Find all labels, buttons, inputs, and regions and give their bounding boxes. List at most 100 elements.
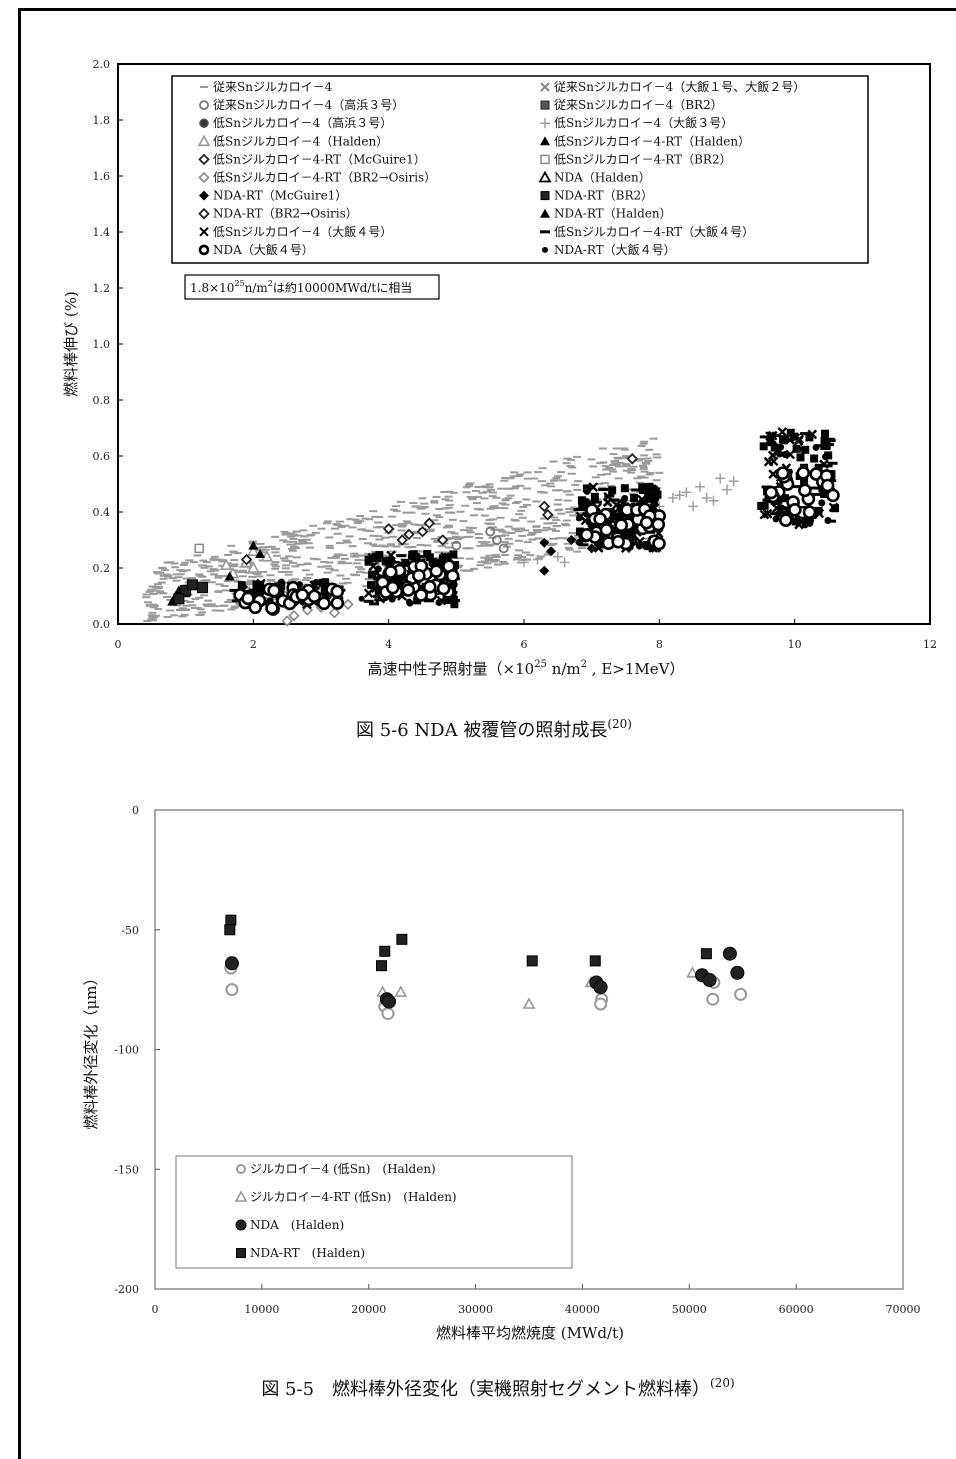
data-point-cluster bbox=[818, 499, 826, 507]
data-point-cluster bbox=[638, 483, 647, 492]
data-point-cluster bbox=[582, 484, 591, 493]
legend-marker bbox=[540, 208, 550, 218]
data-point-cluster bbox=[575, 511, 586, 522]
legend-label: 低Snジルカロイ－4-RT（BR2） bbox=[554, 152, 732, 166]
data-point bbox=[381, 1007, 395, 1021]
data-point bbox=[722, 946, 737, 961]
data-point-cluster bbox=[428, 558, 437, 567]
plot-area bbox=[154, 809, 904, 1290]
data-point bbox=[734, 987, 748, 1001]
data-point bbox=[539, 565, 550, 576]
figure-caption: 図 5-6 NDA 被覆管の照射成長(20) bbox=[356, 717, 632, 741]
data-point-cluster bbox=[450, 600, 459, 609]
legend-label: ジルカロイ－4 (低Sn) (Halden) bbox=[250, 1162, 436, 1176]
data-point-cluster bbox=[766, 438, 775, 447]
legend-marker bbox=[199, 190, 209, 201]
legend-label: 従来Snジルカロイ－4（BR2） bbox=[554, 98, 723, 112]
data-point-cluster bbox=[579, 528, 594, 542]
x-tick-label: 10 bbox=[788, 638, 802, 651]
data-point-cluster bbox=[318, 578, 327, 587]
x-tick-label: 2 bbox=[250, 638, 257, 651]
y-axis-label: 燃料棒伸び (%) bbox=[62, 291, 80, 397]
legend-label: 低Snジルカロイ－4（大飯３号） bbox=[554, 115, 733, 130]
data-point-cluster bbox=[779, 436, 788, 445]
legend-marker bbox=[198, 171, 210, 184]
data-point-cluster bbox=[814, 506, 823, 515]
legend-label: NDA-RT (Halden) bbox=[250, 1246, 365, 1260]
data-point-cluster bbox=[596, 540, 605, 549]
data-point-cluster bbox=[581, 502, 590, 511]
data-point bbox=[595, 992, 609, 1006]
data-point-cluster bbox=[449, 550, 458, 559]
y-tick-label: 1.6 bbox=[93, 170, 111, 183]
data-point bbox=[706, 992, 720, 1006]
data-point bbox=[197, 582, 209, 594]
x-axis-label: 高速中性子照射量（×1025 n/m2 , E>1MeV） bbox=[368, 659, 685, 678]
data-point-cluster bbox=[237, 581, 246, 590]
legend-label: NDA（Halden） bbox=[554, 171, 651, 185]
y-tick-label: 0.8 bbox=[93, 394, 111, 407]
x-tick-label: 4 bbox=[385, 638, 392, 651]
data-point bbox=[626, 453, 639, 465]
data-point-cluster bbox=[635, 542, 643, 550]
data-point bbox=[224, 961, 238, 975]
data-point-cluster bbox=[363, 588, 374, 599]
legend-marker bbox=[540, 136, 550, 146]
legend-marker bbox=[540, 191, 550, 201]
legend-marker bbox=[199, 118, 209, 128]
y-tick-label: 2.0 bbox=[93, 58, 111, 71]
page-frame-top bbox=[18, 8, 956, 11]
data-point-cluster bbox=[779, 513, 793, 527]
data-point-cluster bbox=[762, 508, 773, 519]
data-point bbox=[180, 584, 192, 596]
data-point bbox=[526, 955, 538, 967]
y-tick-label: -50 bbox=[121, 924, 139, 937]
legend-marker bbox=[198, 244, 210, 256]
legend-marker bbox=[236, 1164, 246, 1174]
data-point-cluster bbox=[796, 453, 805, 462]
data-point-cluster bbox=[639, 515, 654, 530]
data-point bbox=[376, 985, 389, 997]
data-point-cluster bbox=[628, 526, 637, 535]
data-point-cluster bbox=[241, 591, 255, 606]
data-point bbox=[224, 571, 235, 581]
data-point bbox=[173, 593, 185, 605]
data-point-cluster bbox=[412, 568, 426, 583]
data-point-cluster bbox=[385, 580, 400, 595]
data-point-cluster bbox=[765, 431, 775, 441]
legend-label: 低Snジルカロイ－4-RT（大飯４号） bbox=[554, 224, 754, 239]
data-point-cluster bbox=[773, 446, 783, 457]
data-point bbox=[498, 543, 509, 554]
x-tick-label: 40000 bbox=[565, 1303, 600, 1316]
data-point bbox=[358, 595, 365, 602]
y-tick-label: 1.4 bbox=[93, 226, 111, 239]
data-point bbox=[248, 540, 259, 550]
data-point bbox=[382, 523, 395, 535]
data-point-cluster bbox=[800, 477, 809, 486]
x-tick-label: 0 bbox=[115, 638, 122, 651]
data-point bbox=[694, 481, 705, 492]
data-point bbox=[728, 476, 739, 487]
data-point bbox=[246, 544, 260, 556]
data-point bbox=[519, 557, 529, 568]
legend-label: NDA-RT（BR2） bbox=[554, 189, 653, 203]
data-point-cluster bbox=[775, 466, 790, 481]
data-point-cluster bbox=[267, 583, 281, 598]
data-point-cluster bbox=[320, 584, 329, 593]
data-point bbox=[559, 557, 570, 568]
data-point-cluster bbox=[429, 564, 444, 579]
legend-box bbox=[171, 75, 869, 264]
data-point bbox=[396, 933, 408, 945]
legend-marker bbox=[236, 1248, 246, 1258]
data-point bbox=[730, 965, 745, 980]
data-point bbox=[382, 994, 397, 1009]
data-point-cluster bbox=[623, 527, 632, 536]
data-point-cluster bbox=[375, 551, 384, 560]
legend-label: ジルカロイ－4-RT (低Sn) (Halden) bbox=[250, 1190, 457, 1204]
legend-label: NDA（大飯４号） bbox=[213, 242, 314, 257]
data-point bbox=[589, 955, 601, 967]
y-tick-label: -100 bbox=[114, 1044, 139, 1057]
data-point-cluster bbox=[651, 499, 659, 507]
data-point bbox=[538, 500, 551, 513]
x-tick-label: 50000 bbox=[672, 1303, 707, 1316]
